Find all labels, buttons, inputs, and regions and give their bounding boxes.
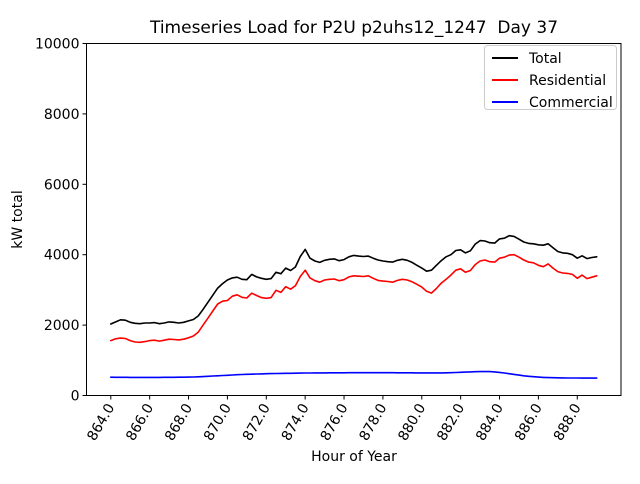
x-tick-label: 872.0 (240, 401, 274, 444)
x-tick-label: 864.0 (84, 401, 118, 444)
x-tick-label: 870.0 (201, 401, 235, 444)
y-tick-label: 6000 (44, 177, 80, 193)
data-series (110, 234, 598, 379)
x-tick-label: 882.0 (434, 401, 468, 444)
x-tick-label: 886.0 (512, 401, 546, 444)
x-tick-label: 866.0 (123, 401, 157, 444)
x-tick-label: 888.0 (551, 401, 585, 444)
x-axis-label: Hour of Year (311, 449, 397, 465)
y-tick-label: 10000 (35, 37, 80, 53)
series-line-total (110, 234, 598, 325)
y-tick-label: 4000 (44, 248, 80, 264)
y-tick-label: 0 (71, 389, 80, 405)
x-tick-label: 884.0 (473, 401, 507, 444)
legend-label-total: Total (528, 51, 562, 67)
legend-box (484, 45, 617, 110)
y-tick-label: 8000 (44, 107, 80, 123)
x-tick-label: 880.0 (395, 401, 429, 444)
legend-label-commercial: Commercial (529, 95, 613, 111)
x-tick-label: 868.0 (162, 401, 196, 444)
series-line-residential (110, 253, 598, 344)
plot-area-border (86, 43, 622, 396)
y-tick-label: 2000 (44, 318, 80, 334)
y-axis-label: kW total (10, 190, 26, 248)
x-tick-label: 876.0 (318, 401, 352, 444)
x-tick-label: 874.0 (279, 401, 313, 444)
series-line-commercial (110, 370, 598, 379)
legend: Total Residential Commercial (484, 45, 617, 111)
x-tick-label: 878.0 (356, 401, 390, 444)
legend-label-residential: Residential (529, 73, 606, 89)
chart-title: Timeseries Load for P2U p2uhs12_1247 Day… (149, 18, 558, 38)
